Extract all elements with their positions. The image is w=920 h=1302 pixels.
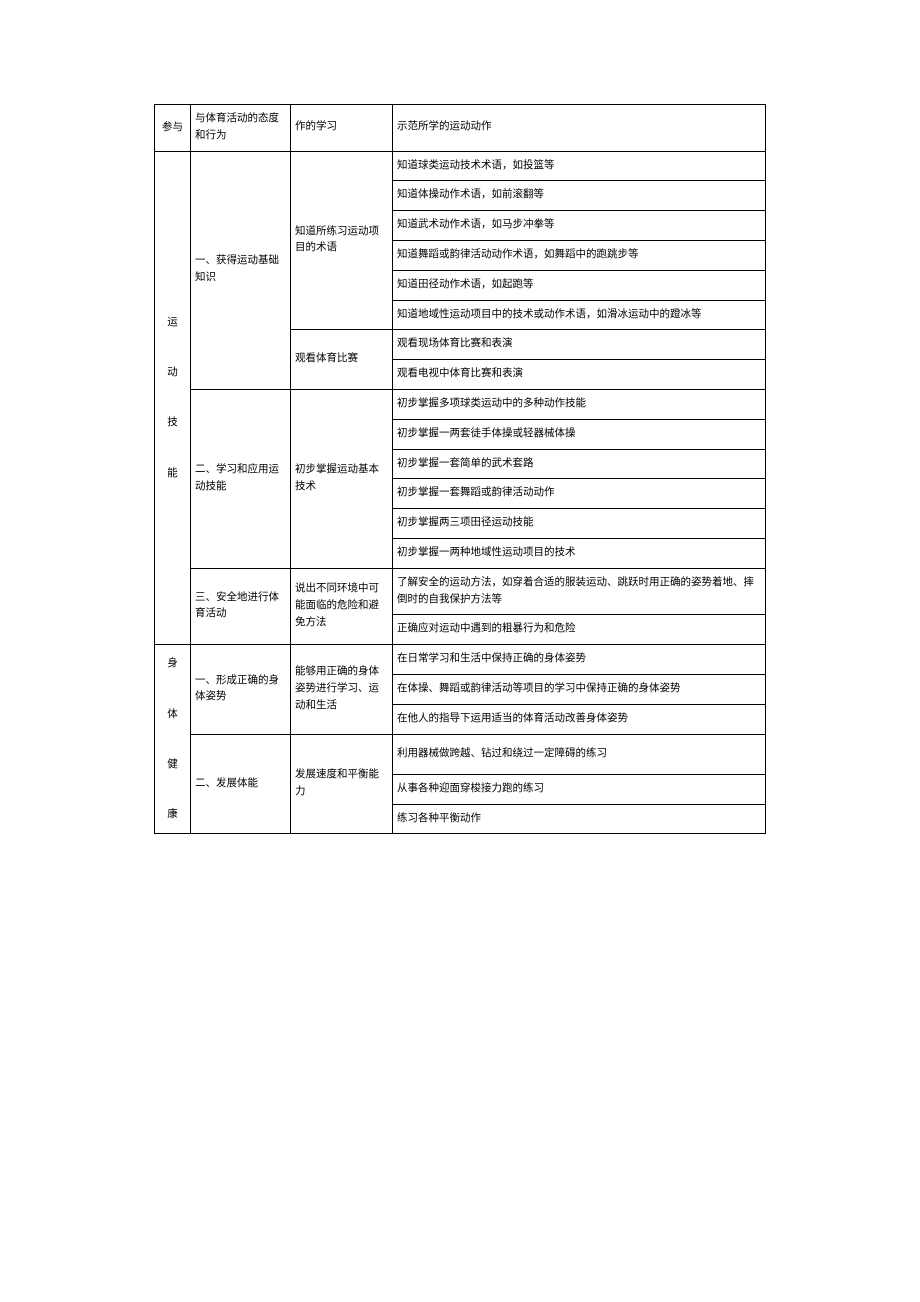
document-page: 参与与体育活动的态度和行为作的学习示范所学的运动动作运 动 技 能一、获得运动基… [0, 0, 920, 914]
content-cell: 观看现场体育比赛和表演 [393, 330, 766, 360]
goal-cell: 二、发展体能 [191, 734, 291, 834]
content-cell: 知道地域性运动项目中的技术或动作术语，如滑冰运动中的蹬冰等 [393, 300, 766, 330]
goal-cell: 与体育活动的态度和行为 [191, 105, 291, 152]
table-row: 二、学习和应用运动技能初步掌握运动基本技术初步掌握多项球类运动中的多种动作技能 [155, 389, 766, 419]
standard-cell: 观看体育比赛 [291, 330, 393, 390]
curriculum-table: 参与与体育活动的态度和行为作的学习示范所学的运动动作运 动 技 能一、获得运动基… [154, 104, 766, 834]
table-row: 运 动 技 能一、获得运动基础知识知道所练习运动项目的术语知道球类运动技术术语，… [155, 151, 766, 181]
standard-cell: 初步掌握运动基本技术 [291, 389, 393, 568]
table-row: 三、安全地进行体育活动说出不同环境中可能面临的危险和避免方法了解安全的运动方法，… [155, 568, 766, 615]
content-cell: 练习各种平衡动作 [393, 804, 766, 834]
content-cell: 初步掌握两三项田径运动技能 [393, 509, 766, 539]
table-row: 参与与体育活动的态度和行为作的学习示范所学的运动动作 [155, 105, 766, 152]
domain-cell: 运 动 技 能 [155, 151, 191, 645]
content-cell: 观看电视中体育比赛和表演 [393, 360, 766, 390]
content-cell: 正确应对运动中遇到的粗暴行为和危险 [393, 615, 766, 645]
content-cell: 知道武术动作术语，如马步冲拳等 [393, 211, 766, 241]
content-cell: 知道田径动作术语，如起跑等 [393, 270, 766, 300]
goal-cell: 一、获得运动基础知识 [191, 151, 291, 389]
content-cell: 利用器械做跨越、钻过和绕过一定障碍的练习 [393, 734, 766, 774]
goal-cell: 一、形成正确的身体姿势 [191, 645, 291, 734]
content-cell: 在体操、舞蹈或韵律活动等项目的学习中保持正确的身体姿势 [393, 674, 766, 704]
content-cell: 在他人的指导下运用适当的体育活动改善身体姿势 [393, 704, 766, 734]
standard-cell: 说出不同环境中可能面临的危险和避免方法 [291, 568, 393, 644]
content-cell: 初步掌握一两套徒手体操或轻器械体操 [393, 419, 766, 449]
content-cell: 在日常学习和生活中保持正确的身体姿势 [393, 645, 766, 675]
standard-cell: 作的学习 [291, 105, 393, 152]
standard-cell: 发展速度和平衡能力 [291, 734, 393, 834]
content-cell: 初步掌握多项球类运动中的多种动作技能 [393, 389, 766, 419]
standard-cell: 知道所练习运动项目的术语 [291, 151, 393, 330]
standard-cell: 能够用正确的身体姿势进行学习、运动和生活 [291, 645, 393, 734]
goal-cell: 三、安全地进行体育活动 [191, 568, 291, 644]
content-cell: 初步掌握一套舞蹈或韵律活动动作 [393, 479, 766, 509]
content-cell: 知道球类运动技术术语，如投篮等 [393, 151, 766, 181]
domain-cell: 参与 [155, 105, 191, 152]
content-cell: 初步掌握一两种地域性运动项目的技术 [393, 538, 766, 568]
table-row: 身 体 健 康一、形成正确的身体姿势能够用正确的身体姿势进行学习、运动和生活在日… [155, 645, 766, 675]
domain-cell: 身 体 健 康 [155, 645, 191, 834]
content-cell: 初步掌握一套简单的武术套路 [393, 449, 766, 479]
goal-cell: 二、学习和应用运动技能 [191, 389, 291, 568]
table-row: 二、发展体能发展速度和平衡能力利用器械做跨越、钻过和绕过一定障碍的练习 [155, 734, 766, 774]
content-cell: 知道舞蹈或韵律活动动作术语，如舞蹈中的跑跳步等 [393, 240, 766, 270]
content-cell: 从事各种迎面穿梭接力跑的练习 [393, 774, 766, 804]
content-cell: 知道体操动作术语，如前滚翻等 [393, 181, 766, 211]
content-cell: 了解安全的运动方法，如穿着合适的服装运动、跳跃时用正确的姿势着地、摔倒时的自我保… [393, 568, 766, 615]
content-cell: 示范所学的运动动作 [393, 105, 766, 152]
